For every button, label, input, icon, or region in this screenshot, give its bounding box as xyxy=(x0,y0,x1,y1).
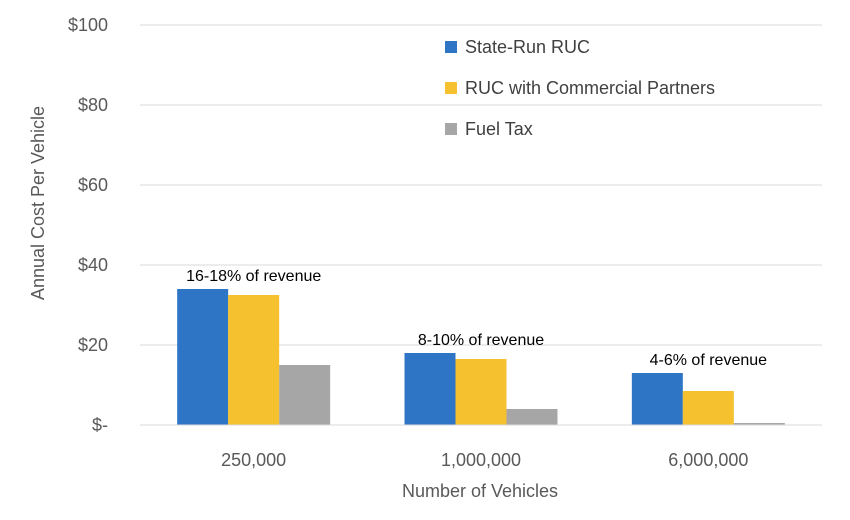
y-tick-label: $40 xyxy=(78,255,108,275)
legend-swatch xyxy=(445,41,457,53)
bar xyxy=(279,365,331,425)
annotation-label: 4-6% of revenue xyxy=(650,352,768,369)
legend-label: Fuel Tax xyxy=(465,119,533,139)
annotations: 16-18% of revenue 8-10% of revenue 4-6% of… xyxy=(186,268,767,369)
bars xyxy=(177,289,785,425)
annotation-label: 16-18% of revenue xyxy=(186,268,321,285)
annotation-label: 8-10% of revenue xyxy=(418,332,544,349)
y-tick-label: $60 xyxy=(78,175,108,195)
y-tick-label: $100 xyxy=(68,15,108,35)
x-axis-title: Number of Vehicles xyxy=(402,481,558,501)
legend-swatch xyxy=(445,123,457,135)
bar xyxy=(506,409,558,425)
legend-swatch xyxy=(445,82,457,94)
bar xyxy=(682,391,734,425)
y-tick-label: $80 xyxy=(78,95,108,115)
x-axis: 250,000 1,000,000 6,000,000 xyxy=(140,424,822,470)
legend: State-Run RUC RUC with Commercial Partner… xyxy=(445,37,715,139)
gridlines xyxy=(140,24,822,346)
y-tick-label: $- xyxy=(92,415,108,435)
bar xyxy=(177,289,229,425)
legend-label: State-Run RUC xyxy=(465,37,590,57)
bar xyxy=(631,373,683,425)
legend-label: RUC with Commercial Partners xyxy=(465,78,715,98)
y-axis-ticks: $- $20 $40 $60 $80 $100 xyxy=(68,15,108,435)
bar xyxy=(733,423,785,425)
bar xyxy=(404,353,456,425)
bar xyxy=(455,359,507,425)
y-tick-label: $20 xyxy=(78,335,108,355)
x-tick-label: 250,000 xyxy=(221,450,286,470)
bar xyxy=(228,295,280,425)
y-axis-title: Annual Cost Per Vehicle xyxy=(28,106,48,300)
x-tick-label: 6,000,000 xyxy=(668,450,748,470)
x-tick-label: 1,000,000 xyxy=(441,450,521,470)
